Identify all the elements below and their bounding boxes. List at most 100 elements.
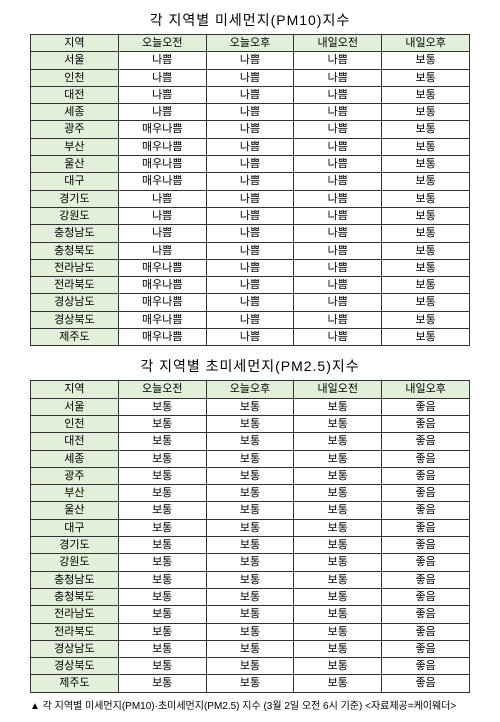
region-cell: 전라북도: [31, 623, 119, 640]
value-cell: 나쁨: [294, 138, 382, 155]
value-cell: 보통: [118, 450, 206, 467]
value-cell: 나쁨: [294, 277, 382, 294]
value-cell: 좋음: [382, 658, 470, 675]
value-cell: 나쁨: [206, 156, 294, 173]
value-cell: 나쁨: [118, 52, 206, 69]
table-row: 전라남도매우나쁨나쁨나쁨보통: [31, 259, 470, 276]
value-cell: 보통: [206, 398, 294, 415]
region-cell: 제주도: [31, 329, 119, 346]
value-cell: 나쁨: [206, 311, 294, 328]
table-row: 충청남도나쁨나쁨나쁨보통: [31, 225, 470, 242]
value-cell: 보통: [382, 225, 470, 242]
value-cell: 나쁨: [294, 294, 382, 311]
table-row: 서울보통보통보통좋음: [31, 398, 470, 415]
value-cell: 나쁨: [206, 190, 294, 207]
value-cell: 나쁨: [294, 329, 382, 346]
value-cell: 나쁨: [294, 259, 382, 276]
caption: ▲ 각 지역별 미세먼지(PM10)·초미세먼지(PM2.5) 지수 (3월 2…: [30, 697, 470, 712]
value-cell: 매우나쁨: [118, 329, 206, 346]
table-row: 전라북도보통보통보통좋음: [31, 623, 470, 640]
value-cell: 보통: [294, 450, 382, 467]
region-cell: 서울: [31, 52, 119, 69]
value-cell: 나쁨: [294, 86, 382, 103]
value-cell: 보통: [294, 519, 382, 536]
value-cell: 나쁨: [206, 69, 294, 86]
region-cell: 광주: [31, 467, 119, 484]
table-row: 대전보통보통보통좋음: [31, 433, 470, 450]
value-cell: 나쁨: [118, 86, 206, 103]
value-cell: 보통: [294, 658, 382, 675]
region-cell: 충청북도: [31, 588, 119, 605]
value-cell: 나쁨: [206, 242, 294, 259]
table-row: 경기도보통보통보통좋음: [31, 537, 470, 554]
region-cell: 전라남도: [31, 259, 119, 276]
value-cell: 보통: [206, 433, 294, 450]
region-cell: 대구: [31, 519, 119, 536]
value-cell: 나쁨: [118, 104, 206, 121]
value-cell: 나쁨: [294, 69, 382, 86]
region-cell: 울산: [31, 502, 119, 519]
value-cell: 보통: [118, 571, 206, 588]
region-cell: 경상북도: [31, 311, 119, 328]
value-cell: 보통: [118, 519, 206, 536]
value-cell: 나쁨: [206, 225, 294, 242]
value-cell: 보통: [382, 311, 470, 328]
value-cell: 좋음: [382, 571, 470, 588]
value-cell: 나쁨: [206, 329, 294, 346]
region-cell: 부산: [31, 138, 119, 155]
value-cell: 나쁨: [294, 156, 382, 173]
value-cell: 보통: [294, 623, 382, 640]
pm25-col-header: 오늘오후: [206, 381, 294, 398]
value-cell: 보통: [294, 467, 382, 484]
region-cell: 대구: [31, 173, 119, 190]
table-row: 광주보통보통보통좋음: [31, 467, 470, 484]
value-cell: 나쁨: [294, 104, 382, 121]
pm25-col-header: 지역: [31, 381, 119, 398]
value-cell: 보통: [294, 398, 382, 415]
value-cell: 좋음: [382, 467, 470, 484]
region-cell: 전라남도: [31, 606, 119, 623]
value-cell: 보통: [118, 623, 206, 640]
value-cell: 좋음: [382, 675, 470, 692]
table-row: 충청북도보통보통보통좋음: [31, 588, 470, 605]
table-row: 부산보통보통보통좋음: [31, 485, 470, 502]
table-row: 서울나쁨나쁨나쁨보통: [31, 52, 470, 69]
value-cell: 보통: [118, 415, 206, 432]
region-cell: 제주도: [31, 675, 119, 692]
value-cell: 나쁨: [118, 242, 206, 259]
region-cell: 충청북도: [31, 242, 119, 259]
region-cell: 경상남도: [31, 294, 119, 311]
table-row: 전라남도보통보통보통좋음: [31, 606, 470, 623]
value-cell: 좋음: [382, 485, 470, 502]
value-cell: 나쁨: [118, 190, 206, 207]
value-cell: 나쁨: [206, 86, 294, 103]
table-row: 인천보통보통보통좋음: [31, 415, 470, 432]
value-cell: 나쁨: [294, 225, 382, 242]
value-cell: 매우나쁨: [118, 311, 206, 328]
table-row: 충청남도보통보통보통좋음: [31, 571, 470, 588]
pm10-col-header: 지역: [31, 35, 119, 52]
value-cell: 나쁨: [294, 52, 382, 69]
value-cell: 보통: [382, 242, 470, 259]
table-row: 대구매우나쁨나쁨나쁨보통: [31, 173, 470, 190]
region-cell: 경기도: [31, 190, 119, 207]
value-cell: 보통: [382, 259, 470, 276]
value-cell: 보통: [206, 588, 294, 605]
value-cell: 나쁨: [206, 121, 294, 138]
value-cell: 보통: [382, 277, 470, 294]
value-cell: 보통: [206, 502, 294, 519]
region-cell: 울산: [31, 156, 119, 173]
table-row: 강원도나쁨나쁨나쁨보통: [31, 207, 470, 224]
value-cell: 보통: [118, 485, 206, 502]
table-row: 경상북도매우나쁨나쁨나쁨보통: [31, 311, 470, 328]
value-cell: 보통: [118, 502, 206, 519]
table-row: 경상남도매우나쁨나쁨나쁨보통: [31, 294, 470, 311]
table-row: 대전나쁨나쁨나쁨보통: [31, 86, 470, 103]
table-row: 제주도보통보통보통좋음: [31, 675, 470, 692]
table-row: 대구보통보통보통좋음: [31, 519, 470, 536]
value-cell: 좋음: [382, 588, 470, 605]
value-cell: 매우나쁨: [118, 138, 206, 155]
value-cell: 보통: [382, 138, 470, 155]
value-cell: 보통: [294, 485, 382, 502]
value-cell: 보통: [206, 554, 294, 571]
